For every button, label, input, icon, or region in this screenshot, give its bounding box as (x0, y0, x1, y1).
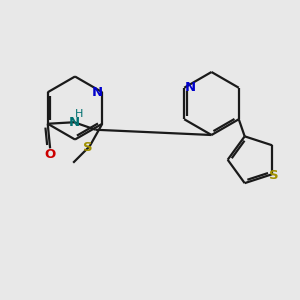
Text: N: N (69, 116, 80, 129)
Text: O: O (44, 148, 56, 161)
Text: S: S (269, 169, 278, 182)
Text: S: S (83, 141, 93, 154)
Text: N: N (91, 86, 102, 99)
Text: H: H (74, 109, 83, 119)
Text: N: N (185, 81, 196, 94)
